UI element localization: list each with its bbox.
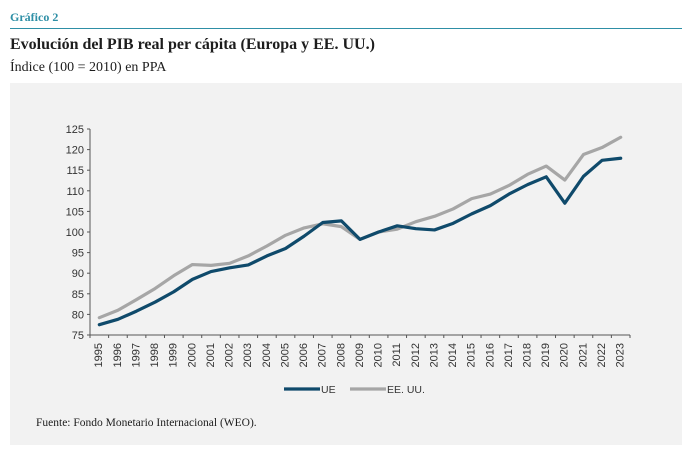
series-line-ue <box>97 156 623 327</box>
chart-title: Evolución del PIB real per cápita (Europ… <box>10 36 375 53</box>
x-tick-label: 2003 <box>242 343 254 367</box>
legend-label-ue: UE <box>321 384 336 396</box>
x-axis: 1995 1996 1997 1998 1999 2000 2001 2002 2003 2004… <box>89 334 631 367</box>
chart-subtitle: Índice (100 = 2010) en PPA <box>10 60 167 75</box>
y-tick-label: 115 <box>66 165 84 177</box>
x-tick-label: 2002 <box>224 343 236 367</box>
y-tick-label: 75 <box>72 330 84 342</box>
x-tick-label: 2018 <box>521 343 533 367</box>
chart-panel <box>10 83 682 445</box>
x-tick-label: 2001 <box>205 343 217 367</box>
y-tick-label: 80 <box>72 309 84 321</box>
y-tick-label: 85 <box>72 289 84 301</box>
x-tick-label: 2021 <box>577 343 589 367</box>
x-tick-label: 2015 <box>466 343 478 367</box>
x-tick-label: 2022 <box>596 343 608 367</box>
x-tick-label: 2016 <box>484 343 496 367</box>
source-note: Fuente: Fondo Monetario Internacional (W… <box>36 417 257 429</box>
x-tick-label: 2006 <box>298 343 310 367</box>
series-lines <box>97 135 623 327</box>
y-tick-label: 105 <box>66 206 84 218</box>
x-tick-label: 2008 <box>335 343 347 367</box>
x-tick-label: 1995 <box>93 343 105 367</box>
figure-label: Gráfico 2 <box>10 10 59 24</box>
x-tick-label: 1999 <box>168 343 180 367</box>
top-rule <box>10 28 682 29</box>
y-tick-label: 100 <box>66 227 84 239</box>
x-tick-label: 2000 <box>186 343 198 367</box>
x-tick-label: 2010 <box>373 343 385 367</box>
x-tick-label: 1998 <box>149 343 161 367</box>
legend: UE EE. UU. <box>284 384 425 396</box>
y-tick-label: 120 <box>66 145 84 157</box>
x-tick-label: 2023 <box>615 343 627 367</box>
x-tick-label: 2009 <box>354 343 366 367</box>
x-tick-label: 2005 <box>279 343 291 367</box>
legend-label-usa: EE. UU. <box>387 384 425 396</box>
x-tick-label: 2019 <box>540 343 552 367</box>
x-tick-label: 2017 <box>503 343 515 367</box>
y-tick-label: 110 <box>66 186 84 198</box>
y-tick-label: 95 <box>72 248 84 260</box>
x-tick-label: 1996 <box>112 343 124 367</box>
x-tick-label: 2011 <box>391 343 403 367</box>
x-tick-label: 2014 <box>447 343 459 367</box>
x-tick-label: 2007 <box>317 343 329 367</box>
x-tick-label: 2012 <box>410 343 422 367</box>
x-tick-label: 1997 <box>130 343 142 367</box>
x-tick-label: 2020 <box>559 343 571 367</box>
y-tick-label: 90 <box>72 268 84 280</box>
x-tick-label: 2013 <box>428 343 440 367</box>
y-axis: 75 80 85 90 95 100 105 110 115 120 125 <box>66 124 91 342</box>
y-tick-label: 125 <box>66 124 84 136</box>
x-tick-label: 2004 <box>261 343 273 367</box>
